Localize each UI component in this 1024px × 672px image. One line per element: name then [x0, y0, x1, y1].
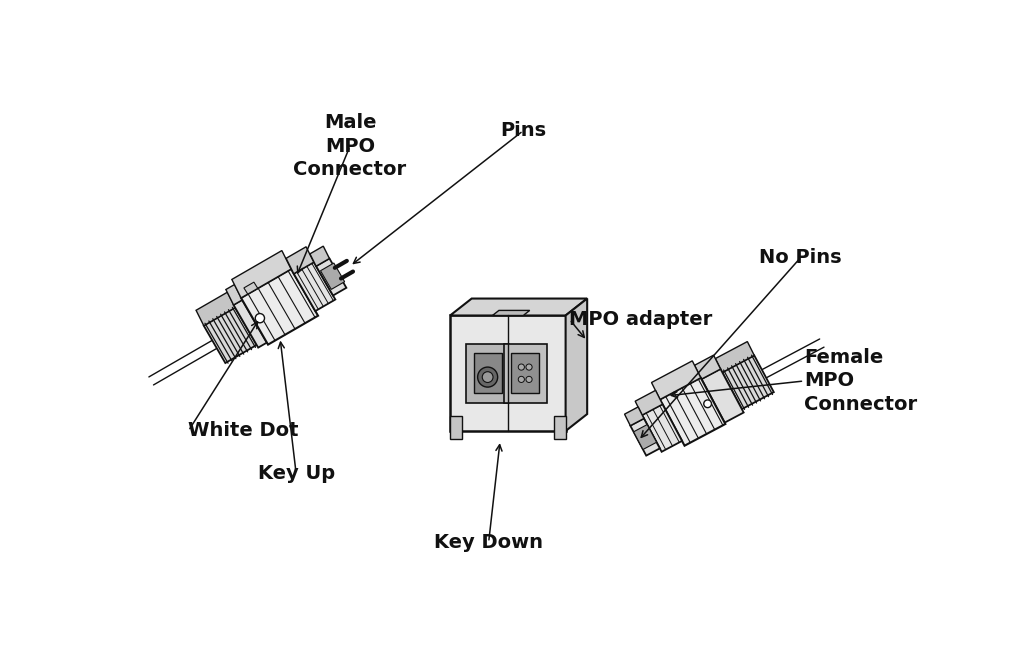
Polygon shape — [451, 315, 565, 431]
Polygon shape — [625, 407, 644, 425]
Text: Key Up: Key Up — [258, 464, 335, 483]
Polygon shape — [321, 263, 345, 290]
Circle shape — [526, 364, 532, 370]
Text: MPO adapter: MPO adapter — [569, 310, 713, 329]
Polygon shape — [660, 378, 725, 446]
Circle shape — [518, 364, 524, 370]
Polygon shape — [634, 425, 656, 450]
Polygon shape — [474, 353, 502, 393]
Polygon shape — [451, 298, 587, 315]
Polygon shape — [722, 355, 774, 409]
Circle shape — [477, 367, 498, 387]
Polygon shape — [504, 344, 547, 403]
Polygon shape — [565, 298, 587, 431]
Polygon shape — [241, 269, 318, 345]
Polygon shape — [286, 247, 313, 274]
Polygon shape — [233, 300, 267, 347]
Text: White Dot: White Dot — [188, 421, 299, 440]
Polygon shape — [651, 361, 700, 399]
Text: Male
MPO
Connector: Male MPO Connector — [294, 113, 407, 179]
Polygon shape — [451, 415, 462, 439]
Polygon shape — [554, 415, 565, 439]
Polygon shape — [642, 405, 682, 452]
Text: No Pins: No Pins — [759, 248, 842, 267]
Polygon shape — [466, 344, 509, 403]
Circle shape — [526, 376, 532, 382]
Polygon shape — [196, 292, 236, 326]
Text: Key Down: Key Down — [434, 533, 543, 552]
Polygon shape — [716, 341, 755, 372]
Circle shape — [482, 372, 493, 382]
Polygon shape — [493, 310, 529, 315]
Polygon shape — [204, 308, 257, 363]
Circle shape — [703, 400, 712, 408]
Circle shape — [518, 376, 524, 382]
Polygon shape — [701, 369, 743, 423]
Polygon shape — [694, 355, 721, 379]
Polygon shape — [226, 284, 243, 305]
Polygon shape — [635, 390, 663, 415]
Polygon shape — [294, 262, 335, 311]
Circle shape — [255, 314, 264, 323]
Polygon shape — [231, 251, 291, 298]
Polygon shape — [244, 282, 258, 294]
Polygon shape — [511, 353, 539, 393]
Polygon shape — [631, 419, 659, 456]
Text: Female
MPO
Connector: Female MPO Connector — [804, 348, 918, 414]
Polygon shape — [316, 259, 346, 296]
Polygon shape — [310, 246, 330, 266]
Text: Pins: Pins — [500, 121, 547, 140]
